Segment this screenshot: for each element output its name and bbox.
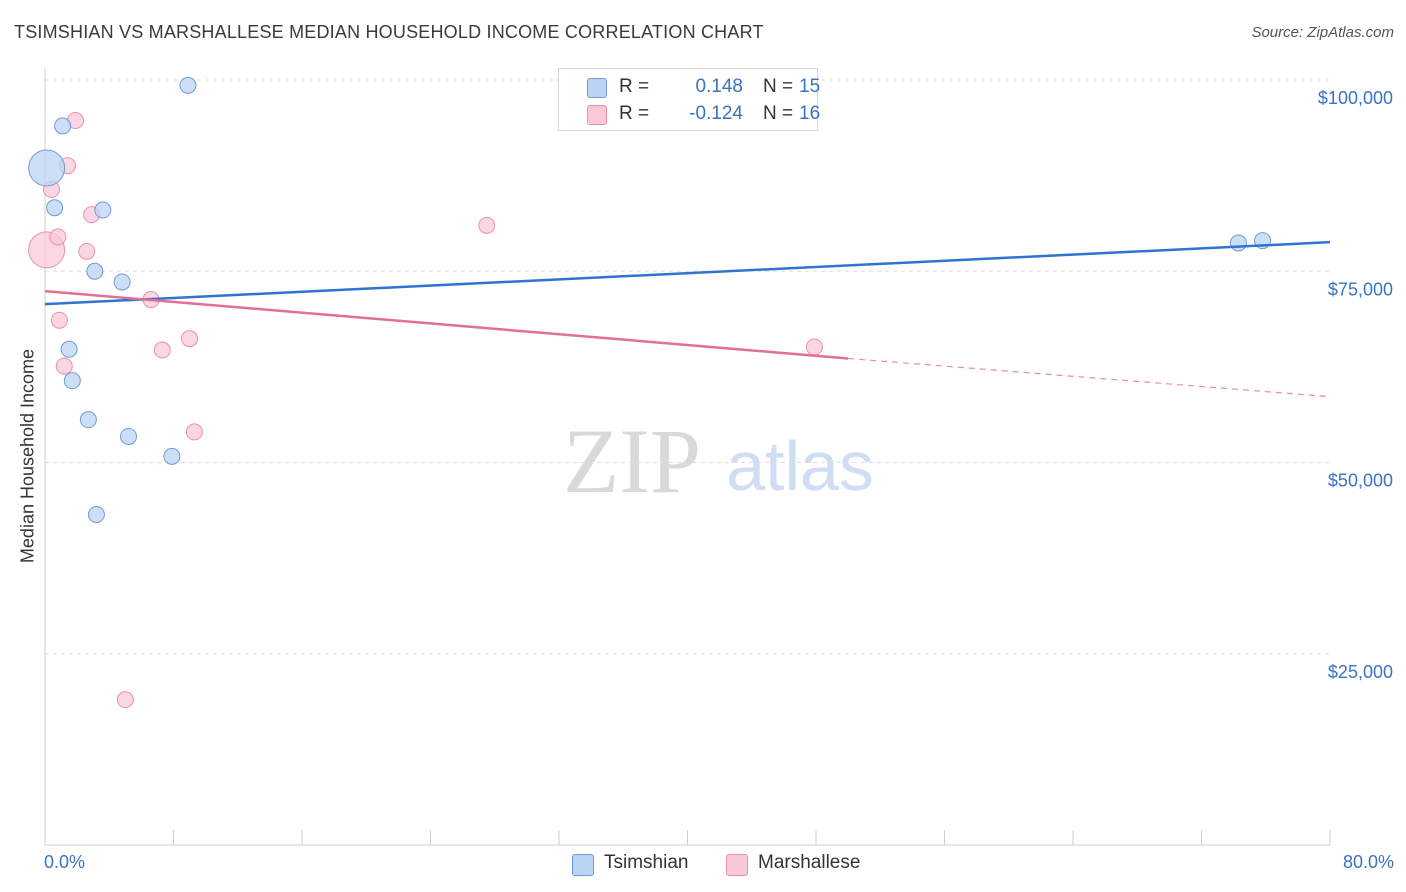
legend-r-value: -0.124 [689, 103, 743, 124]
point-marshallese [805, 338, 823, 356]
x-tick-label-max: 80.0% [1342, 852, 1394, 872]
trend-line-tsimshian [44, 240, 1331, 306]
point-marshallese [116, 691, 134, 709]
point-marshallese [50, 311, 68, 329]
point-tsimshian [86, 262, 104, 280]
point-marshallese [49, 228, 67, 246]
point-marshallese [153, 341, 171, 359]
legend-n-value: 16 [799, 103, 821, 124]
series-name-marshallese: Marshallese [758, 852, 861, 873]
y-axis-label: Median Household Income [17, 348, 38, 564]
watermark-atlas: atlas [726, 427, 874, 505]
correlation-legend: R = 0.148 N = 15 R = -0.124 N = 16 [558, 68, 821, 131]
series-name-tsimshian: Tsimshian [604, 852, 689, 873]
point-tsimshian [87, 506, 105, 524]
point-tsimshian [163, 447, 181, 465]
point-marshallese [78, 242, 96, 260]
legend-r-label: R = [619, 76, 650, 97]
point-tsimshian [179, 76, 197, 94]
point-tsimshian [60, 340, 78, 358]
point-tsimshian [54, 117, 72, 135]
point-tsimshian [63, 372, 81, 390]
point-tsimshian [120, 427, 138, 445]
legend-swatch-marshallese [587, 105, 607, 125]
trend-line-marshallese [44, 289, 849, 360]
point-tsimshian [28, 149, 66, 187]
legend-r-label: R = [619, 103, 650, 124]
point-tsimshian [79, 411, 97, 429]
watermark-zip: ZIP [563, 410, 701, 512]
point-tsimshian [46, 199, 64, 217]
legend-n-value: 15 [799, 76, 821, 97]
trend-line-marshallese-extension [848, 357, 1331, 398]
point-marshallese [55, 357, 73, 375]
legend-swatch-tsimshian [587, 78, 607, 98]
point-marshallese [185, 423, 203, 441]
y-tick-label: $75,000 [1328, 279, 1393, 299]
chart-source: Source: ZipAtlas.com [1251, 24, 1394, 41]
y-tick-label: $50,000 [1328, 471, 1393, 491]
point-tsimshian [113, 273, 131, 291]
point-tsimshian [1229, 234, 1247, 252]
series-swatch-tsimshian [572, 854, 594, 876]
chart-title: TSIMSHIAN VS MARSHALLESE MEDIAN HOUSEHOL… [14, 22, 764, 42]
x-tick-label-min: 0.0% [44, 852, 86, 872]
series-swatch-marshallese [726, 854, 748, 876]
y-tick-label: $25,000 [1328, 662, 1393, 682]
point-tsimshian [94, 201, 112, 219]
y-tick-label: $100,000 [1318, 88, 1393, 108]
point-marshallese [478, 216, 496, 234]
legend-n-label: N = [763, 103, 794, 124]
legend-r-value: 0.148 [695, 76, 743, 97]
legend-n-label: N = [763, 76, 794, 97]
point-marshallese [181, 330, 199, 348]
